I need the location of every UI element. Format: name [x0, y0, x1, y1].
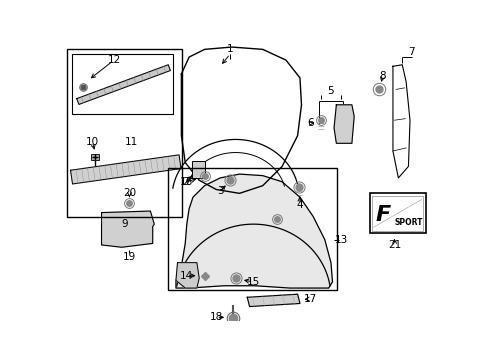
Polygon shape: [176, 174, 333, 288]
Polygon shape: [71, 155, 181, 184]
Text: 4: 4: [296, 200, 303, 210]
Polygon shape: [334, 105, 354, 143]
Text: 3: 3: [217, 186, 223, 196]
Text: 8: 8: [380, 71, 386, 81]
Text: F: F: [376, 205, 392, 225]
Polygon shape: [101, 211, 154, 247]
Text: 13: 13: [335, 235, 348, 244]
Text: 7: 7: [408, 48, 415, 58]
Polygon shape: [77, 65, 171, 104]
Text: 17: 17: [304, 294, 318, 304]
Text: 15: 15: [247, 277, 260, 287]
Text: 5: 5: [328, 86, 334, 96]
Bar: [372, 195, 423, 231]
FancyBboxPatch shape: [192, 161, 205, 178]
Bar: [369, 193, 425, 233]
Text: 2: 2: [182, 177, 189, 187]
Text: 10: 10: [86, 137, 99, 147]
Text: 12: 12: [107, 55, 121, 65]
Text: 21: 21: [388, 240, 401, 250]
Text: 11: 11: [124, 137, 138, 147]
Text: 6: 6: [308, 118, 314, 128]
Text: SPORT: SPORT: [394, 218, 423, 227]
Bar: [92, 154, 99, 160]
Text: 16: 16: [180, 177, 194, 187]
Polygon shape: [247, 294, 300, 306]
Text: 18: 18: [210, 312, 223, 322]
Bar: [68, 49, 182, 217]
Text: 19: 19: [123, 252, 136, 262]
Text: 1: 1: [227, 44, 234, 54]
Text: 14: 14: [180, 271, 194, 281]
Bar: [72, 54, 173, 114]
Bar: [168, 168, 337, 289]
Polygon shape: [176, 263, 199, 288]
Text: 20: 20: [123, 188, 136, 198]
Text: 9: 9: [122, 219, 128, 229]
